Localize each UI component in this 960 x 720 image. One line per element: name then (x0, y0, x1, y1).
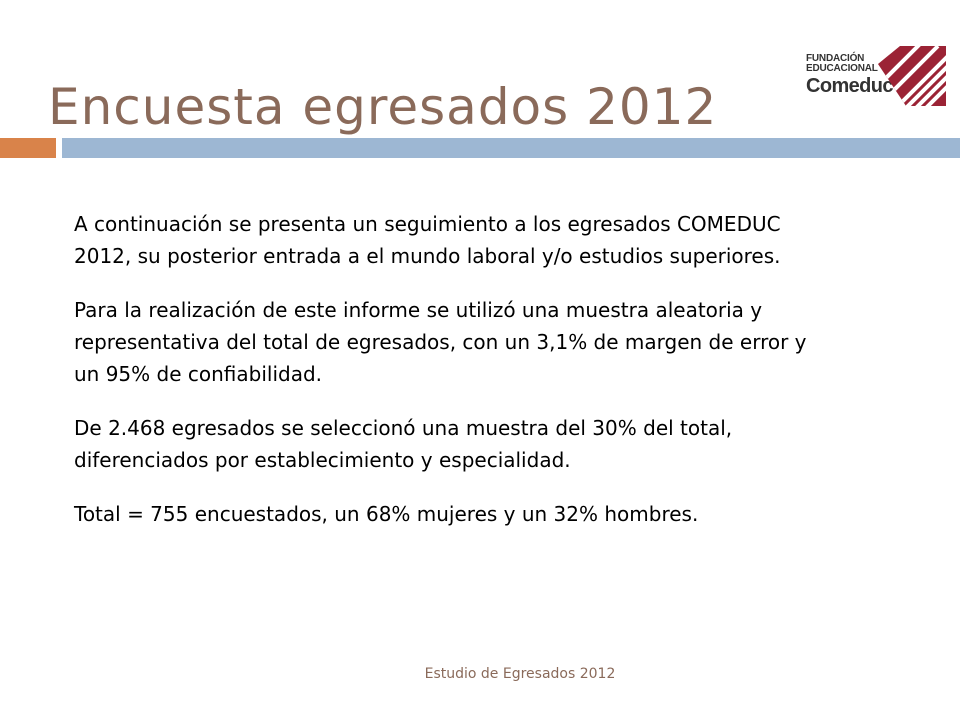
logo-brand: Comeduc (806, 75, 894, 97)
title-accent-bar (0, 138, 56, 158)
title-rule-bar (62, 138, 960, 158)
slide-title: Encuesta egresados 2012 (48, 78, 718, 136)
paragraph-methodology: Para la realización de este informe se u… (74, 298, 807, 386)
logo-mark-icon (878, 46, 946, 106)
slide-body: A continuación se presenta un seguimient… (74, 208, 894, 552)
logo-line-fundacion: FUNDACIÓN (806, 53, 865, 64)
slide-footer: Estudio de Egresados 2012 (424, 666, 616, 682)
logo-line-educacional: EDUCACIONAL (806, 63, 878, 74)
comeduc-logo: FUNDACIÓN EDUCACIONAL Comeduc (806, 46, 946, 108)
logo-mark-stripes (878, 46, 946, 106)
paragraph-total: Total = 755 encuestados, un 68% mujeres … (74, 502, 699, 526)
paragraph-sample: De 2.468 egresados se seleccionó una mue… (74, 416, 733, 472)
logo-text: FUNDACIÓN EDUCACIONAL Comeduc (806, 53, 906, 97)
paragraph-intro: A continuación se presenta un seguimient… (74, 212, 781, 268)
